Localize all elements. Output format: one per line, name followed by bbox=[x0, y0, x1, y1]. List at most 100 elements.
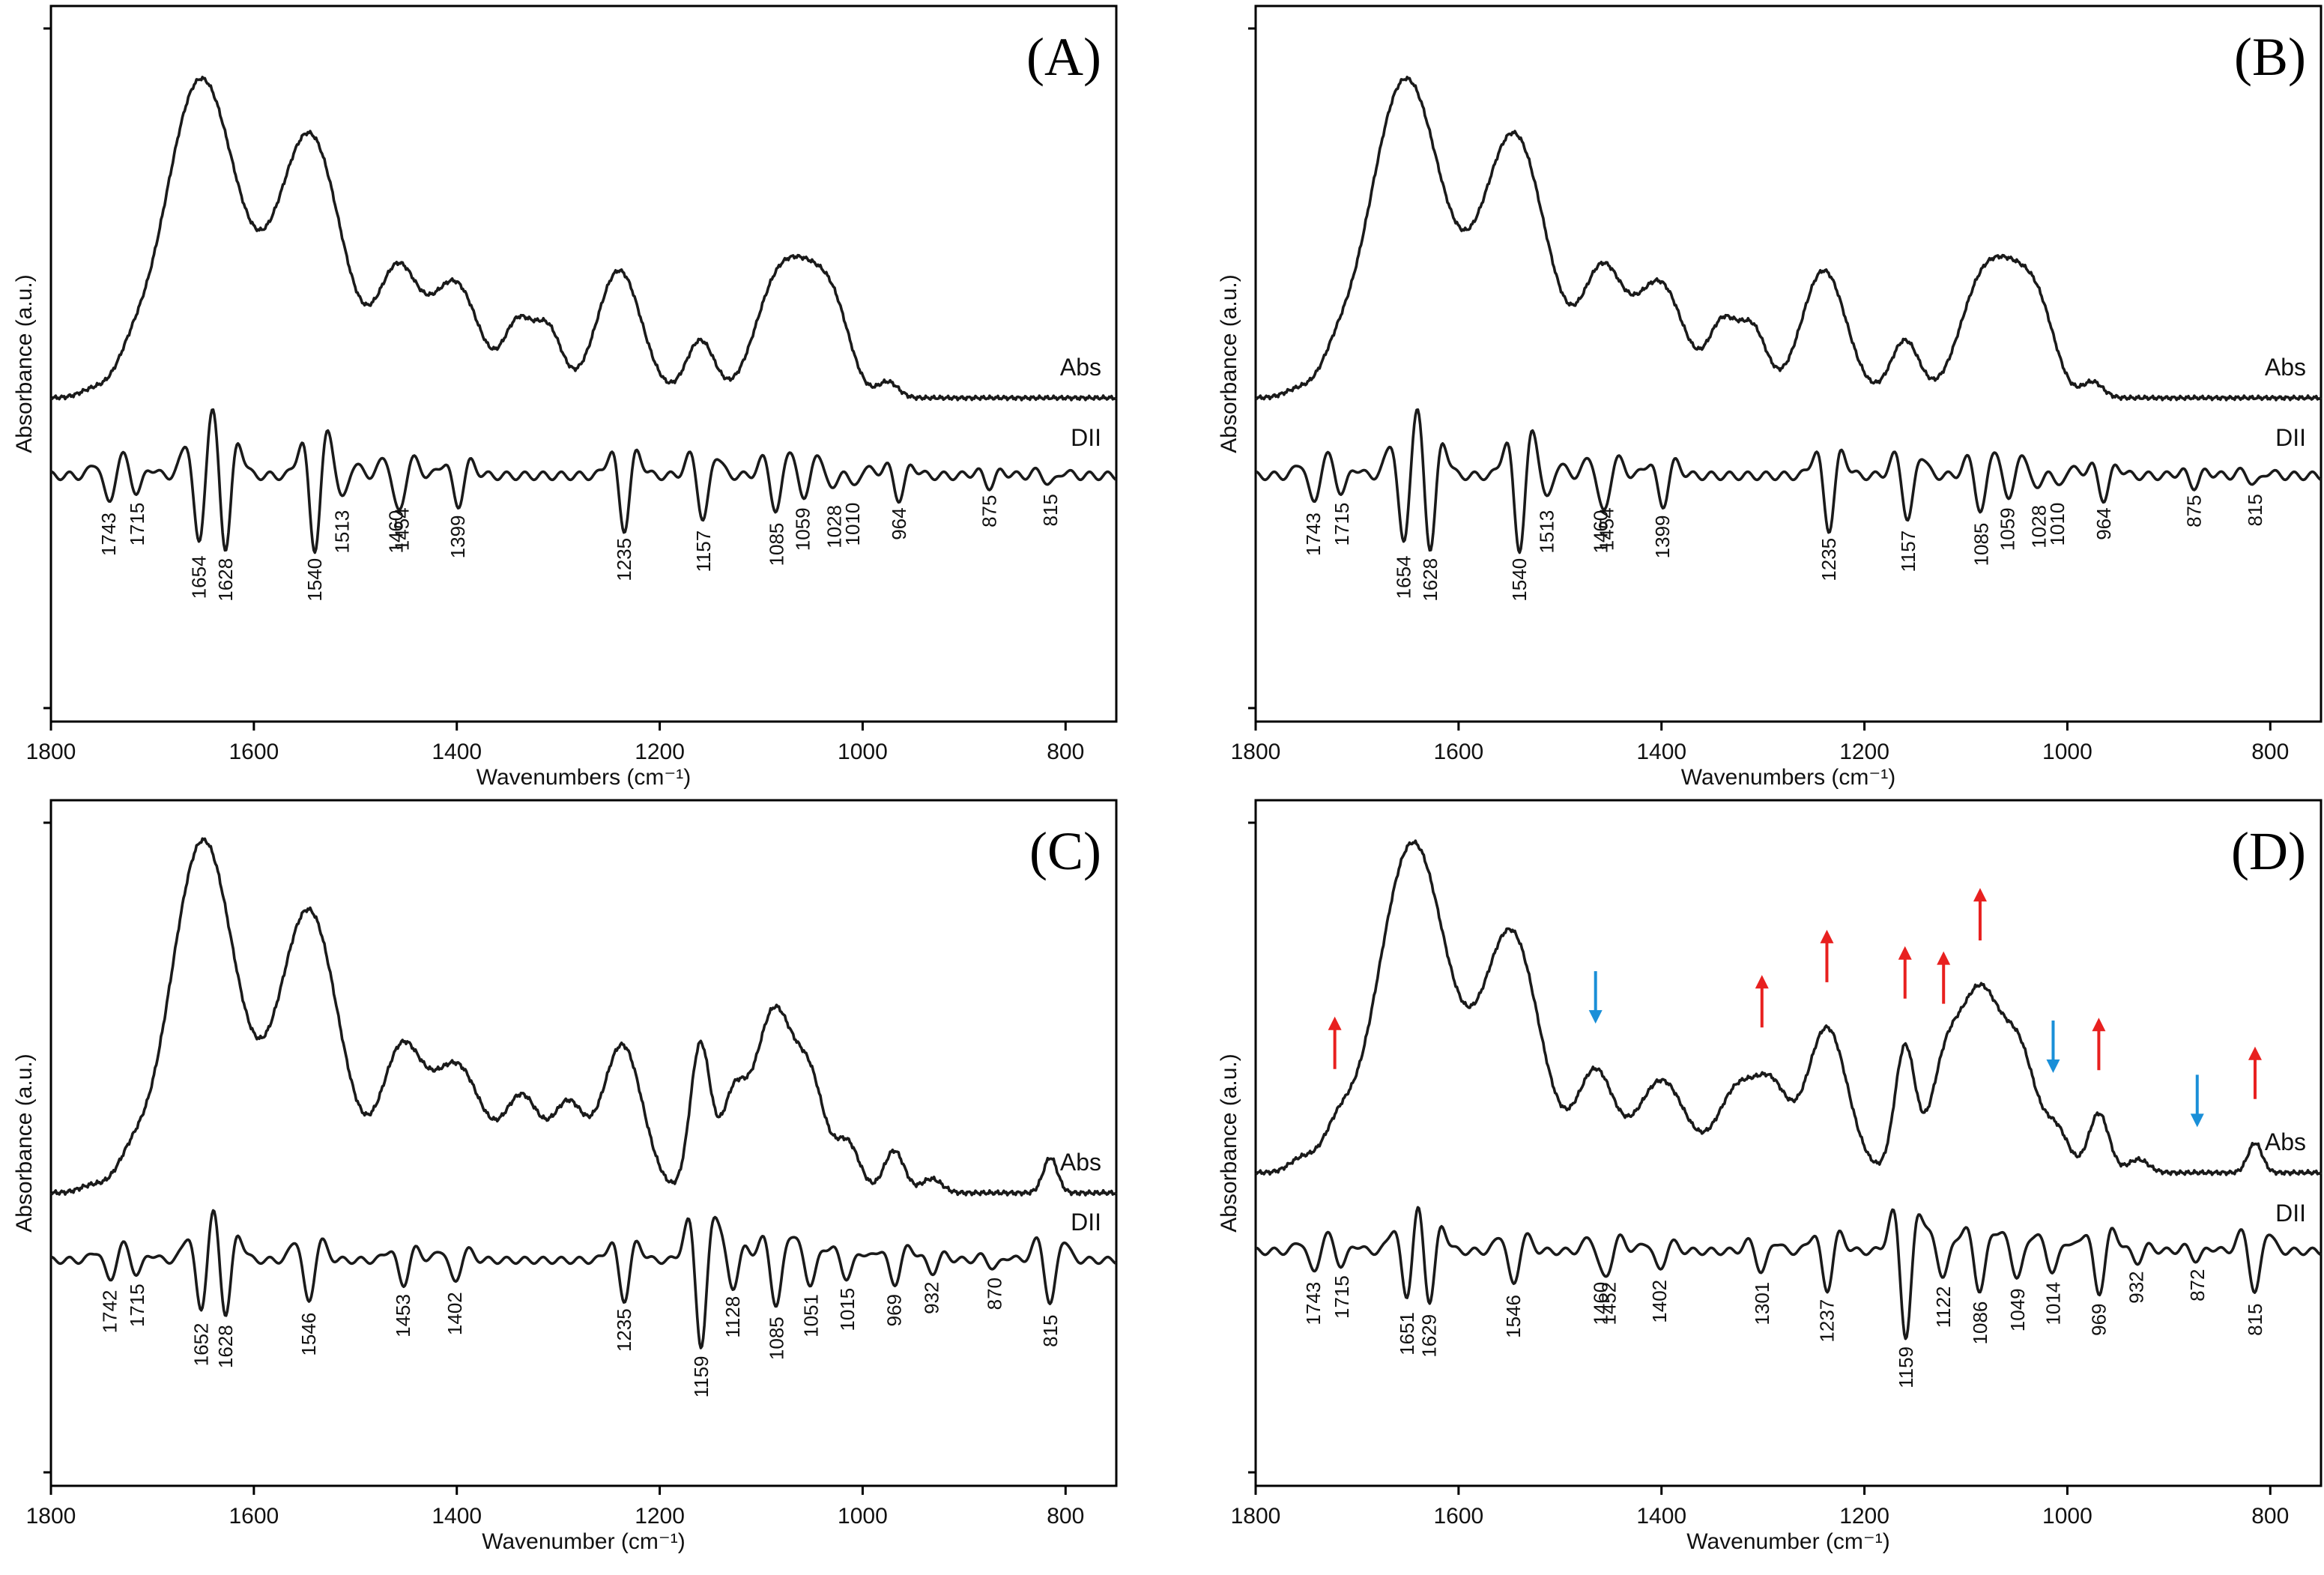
peak-label: 1513 bbox=[331, 510, 354, 554]
panel-a: 1800 1600 1400 1200 1000 800 Wavenumbers (cm⁻¹… bbox=[12, 4, 1118, 790]
trace-label-abs: Abs bbox=[2265, 354, 2306, 381]
peak-label: 1399 bbox=[447, 516, 469, 559]
peak-label: 815 bbox=[2244, 494, 2266, 526]
peak-label: 870 bbox=[983, 1278, 1005, 1310]
peak-label: 1628 bbox=[214, 1325, 237, 1368]
peak-label: 932 bbox=[2125, 1271, 2148, 1303]
peak-label: 1235 bbox=[1818, 538, 1840, 581]
increase-arrow bbox=[1973, 888, 1987, 941]
increase-arrow bbox=[1328, 1016, 1342, 1069]
panel-c: 1800 1600 1400 1200 1000 800 Wavenumber (cm⁻¹)… bbox=[12, 799, 1118, 1554]
peak-label: 1059 bbox=[792, 507, 814, 551]
peak-label: 1085 bbox=[765, 1316, 787, 1360]
peak-label: 1742 bbox=[99, 1290, 121, 1334]
increase-arrow bbox=[1820, 929, 1834, 982]
y-axis-label: Absorbance (a.u.) bbox=[12, 1053, 37, 1232]
x-tick-label: 1200 bbox=[635, 740, 685, 764]
peak-label: 1629 bbox=[1418, 1314, 1441, 1358]
abs-spectrum-line bbox=[50, 76, 1118, 402]
peak-label: 1513 bbox=[1536, 510, 1558, 554]
x-tick-label: 1000 bbox=[838, 1504, 888, 1529]
panel-d: 1800 1600 1400 1200 1000 800 Wavenumber (cm⁻¹)… bbox=[1217, 799, 2323, 1554]
x-tick-label: 1800 bbox=[1231, 740, 1281, 764]
x-tick-label: 1400 bbox=[1636, 1504, 1686, 1529]
peak-label: 815 bbox=[1039, 1315, 1062, 1347]
dii-spectrum-line bbox=[1255, 1206, 2322, 1340]
peak-label: 1059 bbox=[1997, 507, 2019, 551]
y-axis-label: Absorbance (a.u.) bbox=[1217, 1053, 1241, 1232]
peak-label: 1628 bbox=[214, 558, 237, 602]
peak-label: 1743 bbox=[97, 513, 120, 556]
peak-label: 1743 bbox=[1302, 1282, 1325, 1325]
x-tick-label: 800 bbox=[1047, 740, 1084, 764]
x-axis-label: Wavenumbers (cm⁻¹) bbox=[476, 765, 691, 790]
peak-label: 964 bbox=[2092, 507, 2115, 539]
increase-arrow bbox=[1898, 946, 1912, 999]
peak-label: 1128 bbox=[721, 1296, 744, 1338]
peak-label: 1652 bbox=[190, 1323, 212, 1367]
peak-label: 1122 bbox=[1932, 1287, 1955, 1328]
peak-label: 1715 bbox=[1331, 1275, 1353, 1319]
peak-label: 932 bbox=[921, 1282, 943, 1314]
x-tick-label: 1000 bbox=[2042, 1504, 2092, 1529]
peak-label: 1743 bbox=[1302, 513, 1325, 556]
x-tick-label: 1200 bbox=[635, 1504, 685, 1529]
peak-label: 1157 bbox=[1897, 530, 1919, 572]
peak-label: 815 bbox=[1039, 494, 1062, 526]
increase-arrow bbox=[1755, 975, 1769, 1028]
increase-arrow bbox=[1937, 951, 1951, 1004]
x-axis-label: Wavenumber (cm⁻¹) bbox=[482, 1529, 685, 1554]
y-axis-label: Absorbance (a.u.) bbox=[1217, 274, 1241, 453]
x-tick-label: 1600 bbox=[1433, 1504, 1483, 1529]
plot-frame bbox=[1254, 799, 2323, 1487]
peak-label: 964 bbox=[888, 507, 910, 539]
peak-label: 1715 bbox=[126, 503, 148, 546]
peak-label: 1015 bbox=[836, 1288, 859, 1331]
panel-label: (B) bbox=[2234, 27, 2306, 87]
abs-spectrum-line bbox=[1255, 839, 2323, 1176]
peak-label: 1715 bbox=[126, 1284, 148, 1327]
peak-label: 1546 bbox=[297, 1313, 320, 1356]
peak-label: 1540 bbox=[303, 558, 326, 602]
x-tick-label: 1400 bbox=[432, 1504, 482, 1529]
x-tick-label: 1600 bbox=[1433, 740, 1483, 764]
decrease-arrow bbox=[2046, 1020, 2060, 1073]
x-tick-label: 800 bbox=[1047, 1504, 1084, 1529]
peak-label: 1028 bbox=[2028, 505, 2051, 548]
trace-label-abs: Abs bbox=[1060, 354, 1101, 381]
plot-frame bbox=[1254, 4, 2323, 723]
peak-label: 1460 bbox=[1589, 510, 1612, 554]
dii-spectrum-line bbox=[50, 1209, 1117, 1349]
y-axis-label: Absorbance (a.u.) bbox=[12, 274, 37, 453]
decrease-arrow bbox=[2190, 1074, 2204, 1128]
plot-frame bbox=[49, 4, 1118, 723]
peak-label: 1237 bbox=[1815, 1299, 1838, 1343]
peak-label: 1651 bbox=[1396, 1312, 1418, 1355]
peak-label: 1460 bbox=[384, 510, 407, 554]
peak-label: 1453 bbox=[392, 1294, 414, 1337]
peak-label: 1402 bbox=[444, 1292, 466, 1335]
peak-label: 1028 bbox=[823, 505, 846, 548]
peak-label: 1159 bbox=[690, 1356, 712, 1398]
peak-label: 1654 bbox=[1393, 556, 1415, 599]
peak-label: 1049 bbox=[2006, 1288, 2029, 1331]
trace-label-abs: Abs bbox=[1060, 1149, 1101, 1176]
peak-label: 1454 bbox=[391, 507, 414, 551]
trace-label-dii: DII bbox=[1071, 1209, 1101, 1236]
peak-label: 875 bbox=[978, 495, 1001, 527]
panel-label: (A) bbox=[1026, 27, 1101, 87]
x-tick-label: 800 bbox=[2251, 740, 2289, 764]
trace-label-abs: Abs bbox=[2265, 1128, 2306, 1155]
x-tick-label: 1600 bbox=[229, 1504, 279, 1529]
peak-label: 1157 bbox=[692, 530, 715, 572]
peak-label: 1452 bbox=[1597, 1282, 1620, 1325]
peak-label: 1460 bbox=[1589, 1282, 1612, 1325]
x-tick-label: 1400 bbox=[1636, 740, 1686, 764]
peak-label: 1654 bbox=[188, 556, 211, 599]
increase-arrow bbox=[2092, 1018, 2106, 1071]
x-tick-label: 1200 bbox=[1839, 740, 1889, 764]
peak-label: 1014 bbox=[2042, 1282, 2064, 1325]
increase-arrow bbox=[2248, 1046, 2262, 1099]
dii-spectrum-line bbox=[50, 408, 1117, 554]
